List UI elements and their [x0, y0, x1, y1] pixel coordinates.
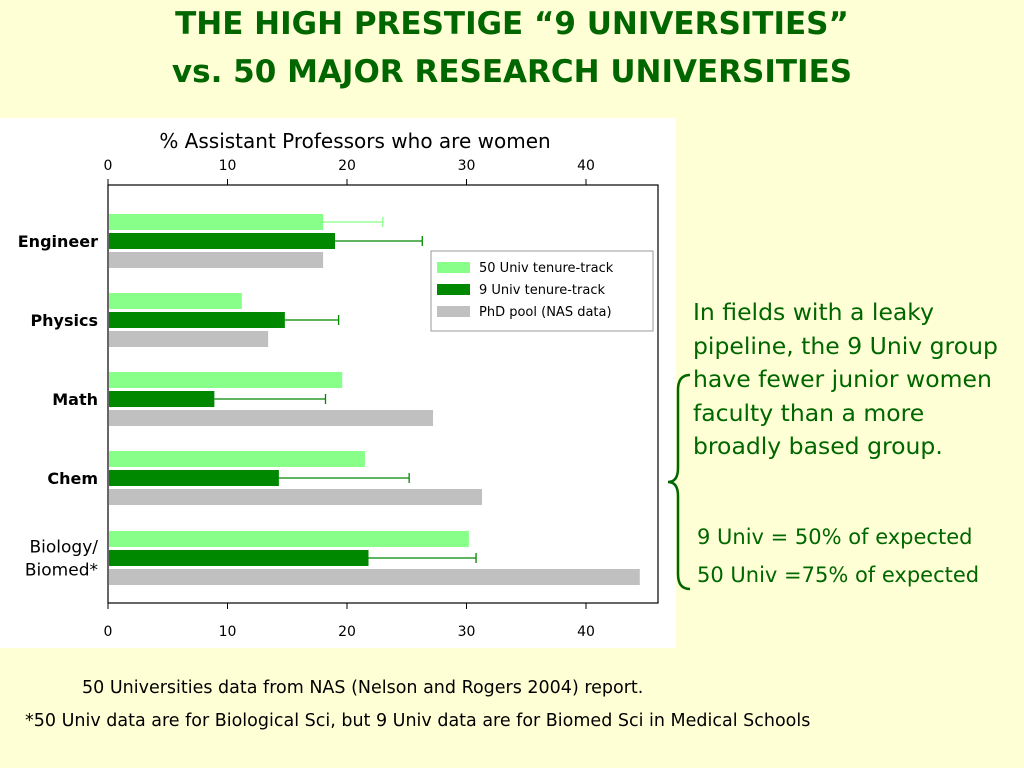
chart-panel: % Assistant Professors who are women 0 0 1…	[0, 118, 676, 648]
footnote: *50 Univ data are for Biological Sci, bu…	[25, 711, 811, 731]
category-label: Biomed*	[25, 561, 98, 581]
tick-label-top: 40	[577, 158, 595, 174]
bar	[109, 331, 269, 347]
bar	[109, 451, 365, 467]
legend-label: PhD pool (NAS data)	[479, 305, 612, 320]
bar	[109, 550, 369, 566]
bar	[109, 312, 285, 328]
bar	[109, 214, 324, 230]
legend-label: 50 Univ tenure-track	[479, 261, 614, 276]
category-label: Physics	[30, 311, 98, 330]
legend-label: 9 Univ tenure-track	[479, 283, 605, 298]
legend-swatch	[437, 306, 470, 317]
tick-label-top: 10	[219, 158, 237, 174]
ratio-9-univ: 9 Univ = 50% of expected	[697, 525, 973, 549]
plot-frame	[107, 184, 659, 604]
category-label: Engineer	[18, 232, 98, 251]
tick-label-bottom: 0	[104, 624, 113, 640]
side-commentary: In fields with a leaky pipeline, the 9 U…	[693, 298, 998, 460]
source-note: 50 Universities data from NAS (Nelson an…	[82, 678, 644, 698]
bar	[109, 489, 483, 505]
bar	[109, 569, 640, 585]
chart-bars	[109, 214, 640, 585]
tick-label-bottom: 20	[338, 624, 356, 640]
tick-label-bottom: 40	[577, 624, 595, 640]
slide-title-line1: THE HIGH PRESTIGE “9 UNIVERSITIES”	[175, 6, 849, 42]
chart-title: % Assistant Professors who are women	[159, 129, 550, 153]
bar	[109, 410, 434, 426]
category-labels: Engineer Physics Math Chem Biology/Biomed*	[18, 232, 99, 581]
bar	[109, 233, 336, 249]
bar	[109, 391, 215, 407]
category-label: Math	[52, 390, 98, 409]
bar	[109, 293, 242, 309]
chart-error-bars	[214, 217, 477, 563]
legend-swatch	[437, 284, 470, 295]
slide-title-line2: vs. 50 MAJOR RESEARCH UNIVERSITIES	[171, 54, 853, 90]
brace-icon	[667, 373, 691, 591]
chart-axes: 0 0 10 10 20 20 30 30 40 40	[104, 158, 659, 640]
chart-legend: 50 Univ tenure-track 9 Univ tenure-track P…	[430, 250, 654, 332]
bar-chart: % Assistant Professors who are women 0 0 1…	[18, 129, 659, 640]
category-label: Chem	[47, 469, 98, 488]
tick-label-bottom: 30	[458, 624, 476, 640]
category-label: Biology/	[30, 538, 99, 558]
bar	[109, 372, 343, 388]
legend-swatch	[437, 262, 470, 273]
ratio-50-univ: 50 Univ =75% of expected	[697, 563, 980, 587]
bar	[109, 470, 279, 486]
tick-label-top: 30	[458, 158, 476, 174]
tick-label-top: 20	[338, 158, 356, 174]
bar	[109, 252, 324, 268]
tick-label-top: 0	[104, 158, 113, 174]
bar	[109, 531, 469, 547]
tick-label-bottom: 10	[219, 624, 237, 640]
